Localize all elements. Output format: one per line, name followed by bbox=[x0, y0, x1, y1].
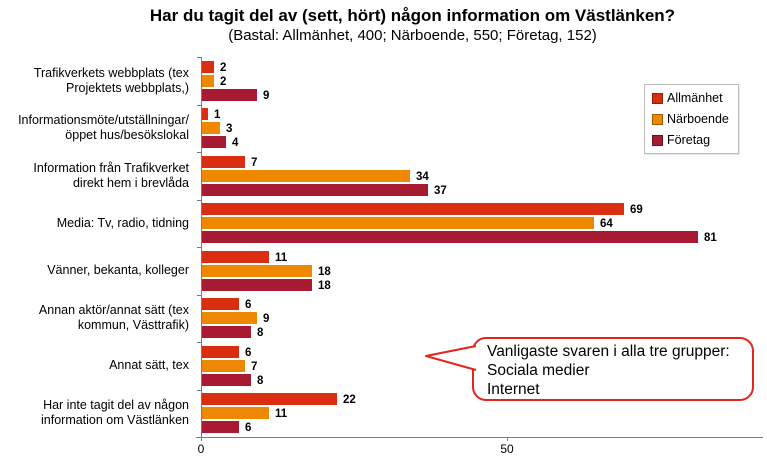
bar-value: 11 bbox=[275, 408, 288, 420]
y-axis-tick bbox=[197, 437, 201, 438]
legend: Allmänhet Närboende Företag bbox=[644, 84, 739, 154]
bar-value: 4 bbox=[232, 137, 239, 149]
y-axis-tick bbox=[197, 390, 201, 391]
bar-value: 1 bbox=[214, 109, 221, 121]
x-axis-tick-label: 0 bbox=[197, 442, 205, 456]
bar-företag bbox=[202, 136, 226, 148]
bar-närboende bbox=[202, 407, 269, 419]
category-label: Annan aktör/annat sätt (tex kommun, Västt… bbox=[38, 303, 189, 333]
bar-allmänhet bbox=[202, 108, 208, 120]
bar-value: 9 bbox=[263, 90, 270, 102]
bar-närboende bbox=[202, 265, 312, 277]
bar-value: 2 bbox=[220, 62, 227, 74]
chart-subtitle: (Bastal: Allmänhet, 400; Närboende, 550;… bbox=[228, 27, 597, 44]
bar-närboende bbox=[202, 122, 220, 134]
bar-value: 69 bbox=[630, 204, 643, 216]
legend-swatch-företag bbox=[652, 134, 663, 146]
bar-företag bbox=[202, 421, 239, 433]
bar-value: 8 bbox=[257, 375, 264, 387]
y-axis-tick bbox=[197, 200, 201, 201]
bar-företag bbox=[202, 374, 251, 386]
bar-allmänhet bbox=[202, 393, 337, 405]
bar-value: 7 bbox=[251, 157, 258, 169]
y-axis-line bbox=[201, 57, 202, 437]
bar-allmänhet bbox=[202, 156, 245, 168]
bar-företag bbox=[202, 279, 312, 291]
bar-value: 7 bbox=[251, 361, 258, 373]
bar-value: 6 bbox=[245, 422, 252, 434]
legend-label: Företag bbox=[667, 133, 711, 147]
category-label: Information från Trafikverket direkt hem … bbox=[33, 160, 189, 190]
bar-närboende bbox=[202, 360, 245, 372]
bar-value: 18 bbox=[318, 266, 331, 278]
y-axis-tick bbox=[197, 295, 201, 296]
category-label: Media: Tv, radio, tidning bbox=[56, 215, 189, 230]
bar-value: 64 bbox=[600, 218, 613, 230]
bar-value: 11 bbox=[275, 252, 288, 264]
bar-value: 9 bbox=[263, 313, 270, 325]
category-label: Har inte tagit del av någon information o… bbox=[41, 398, 189, 428]
y-axis-tick bbox=[197, 342, 201, 343]
bar-närboende bbox=[202, 312, 257, 324]
bar-value: 6 bbox=[245, 347, 252, 359]
callout-line: Vanligaste svaren i alla tre grupper: bbox=[487, 343, 730, 360]
bar-value: 18 bbox=[318, 280, 331, 292]
bar-value: 22 bbox=[343, 394, 356, 406]
callout-tail-icon bbox=[425, 345, 477, 371]
category-label: Informationsmöte/utställningar/öppet hus… bbox=[18, 113, 189, 143]
callout-bubble: Vanligaste svaren i alla tre grupper: Soc… bbox=[472, 337, 754, 401]
bar-allmänhet bbox=[202, 346, 239, 358]
bar-närboende bbox=[202, 217, 594, 229]
y-axis-tick bbox=[197, 152, 201, 153]
bar-value: 37 bbox=[434, 185, 447, 197]
callout-line: Sociala medier bbox=[487, 362, 590, 379]
bar-närboende bbox=[202, 170, 410, 182]
category-label: Annat sätt, tex bbox=[109, 358, 189, 373]
bar-allmänhet bbox=[202, 203, 624, 215]
category-label: Vänner, bekanta, kolleger bbox=[47, 263, 189, 278]
bar-value: 34 bbox=[416, 171, 429, 183]
bar-value: 3 bbox=[226, 123, 233, 135]
bar-value: 2 bbox=[220, 76, 227, 88]
bar-företag bbox=[202, 89, 257, 101]
bar-allmänhet bbox=[202, 61, 214, 73]
bar-företag bbox=[202, 326, 251, 338]
bar-företag bbox=[202, 184, 428, 196]
bar-allmänhet bbox=[202, 298, 239, 310]
x-axis-tick bbox=[507, 437, 508, 441]
callout-line: Internet bbox=[487, 381, 540, 398]
y-axis-tick bbox=[197, 105, 201, 106]
chart-title: Har du tagit del av (sett, hört) någon i… bbox=[149, 6, 676, 25]
legend-item: Allmänhet bbox=[652, 91, 729, 105]
legend-item: Företag bbox=[652, 133, 729, 147]
y-axis-tick bbox=[197, 247, 201, 248]
legend-swatch-närboende bbox=[652, 113, 663, 125]
legend-label: Allmänhet bbox=[667, 91, 723, 105]
category-label: Trafikverkets webbplats (tex Projektets w… bbox=[33, 65, 189, 95]
bar-allmänhet bbox=[202, 251, 269, 263]
x-axis-line bbox=[196, 437, 763, 438]
bar-value: 81 bbox=[704, 232, 717, 244]
y-axis-tick bbox=[197, 57, 201, 58]
legend-swatch-allmänhet bbox=[652, 92, 663, 104]
bar-närboende bbox=[202, 75, 214, 87]
x-axis-tick bbox=[201, 437, 202, 441]
x-axis-tick-label: 50 bbox=[500, 442, 514, 456]
legend-item: Närboende bbox=[652, 112, 729, 126]
bar-value: 8 bbox=[257, 327, 264, 339]
legend-label: Närboende bbox=[667, 112, 729, 126]
bar-value: 6 bbox=[245, 299, 252, 311]
bar-företag bbox=[202, 231, 698, 243]
